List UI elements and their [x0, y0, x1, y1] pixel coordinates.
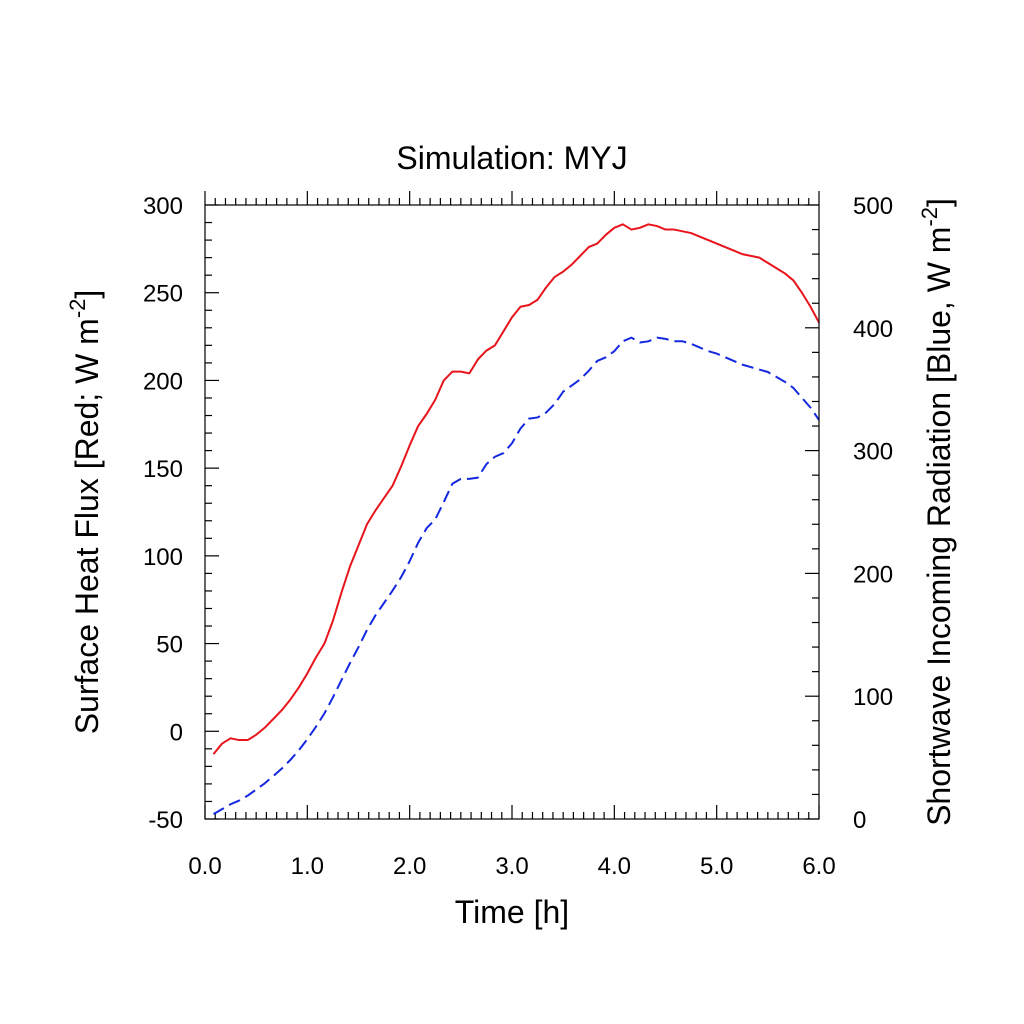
x-axis-title: Time [h]: [455, 894, 569, 930]
y-right-tick-label: 400: [853, 316, 893, 343]
y-left-tick-label: 100: [143, 544, 183, 571]
axis-ticks: 0.0 1.0 2.0 3.0 4.0 5.0 6.0 -50 0 50 100 150 200 250 3…: [143, 191, 893, 880]
y-right-tick-label: 0: [853, 807, 866, 834]
chart-title: Simulation: MYJ: [396, 140, 627, 176]
axis-title-superscript: -2: [917, 207, 942, 227]
axis-title-text: Shortwave Incoming Radiation [Blue, W m: [921, 227, 957, 826]
y-axis-right-title: Shortwave Incoming Radiation [Blue, W m-…: [917, 198, 957, 826]
axis-title-text: Surface Heat Flux [Red; W m: [69, 318, 105, 734]
y-left-tick-label: 50: [156, 632, 183, 659]
y-left-tick-label: 250: [143, 281, 183, 308]
y-left-tick-label: -50: [148, 807, 183, 834]
axis-title-superscript: -2: [65, 299, 90, 319]
series-line-surface-heat-flux: [212, 223, 820, 755]
series-line-shortwave-radiation: [212, 336, 820, 815]
x-tick-label: 4.0: [598, 853, 631, 880]
y-left-tick-label: 0: [170, 719, 183, 746]
x-tick-label: 5.0: [700, 853, 733, 880]
plot-frame: [204, 204, 820, 820]
series-group: [212, 223, 820, 815]
y-left-tick-label: 150: [143, 456, 183, 483]
y-left-tick-label: 200: [143, 368, 183, 395]
y-right-tick-label: 300: [853, 439, 893, 466]
x-tick-label: 2.0: [393, 853, 426, 880]
y-right-tick-label: 500: [853, 193, 893, 220]
axis-title-close: ]: [921, 198, 957, 207]
x-tick-label: 3.0: [495, 853, 528, 880]
x-tick-label: 1.0: [291, 853, 324, 880]
y-right-tick-label: 200: [853, 561, 893, 588]
x-tick-label: 0.0: [188, 853, 221, 880]
y-axis-left-title: Surface Heat Flux [Red; W m-2]: [65, 290, 105, 735]
x-tick-label: 6.0: [802, 853, 835, 880]
y-left-tick-label: 300: [143, 193, 183, 220]
axis-title-close: ]: [69, 290, 105, 299]
y-right-tick-label: 100: [853, 684, 893, 711]
